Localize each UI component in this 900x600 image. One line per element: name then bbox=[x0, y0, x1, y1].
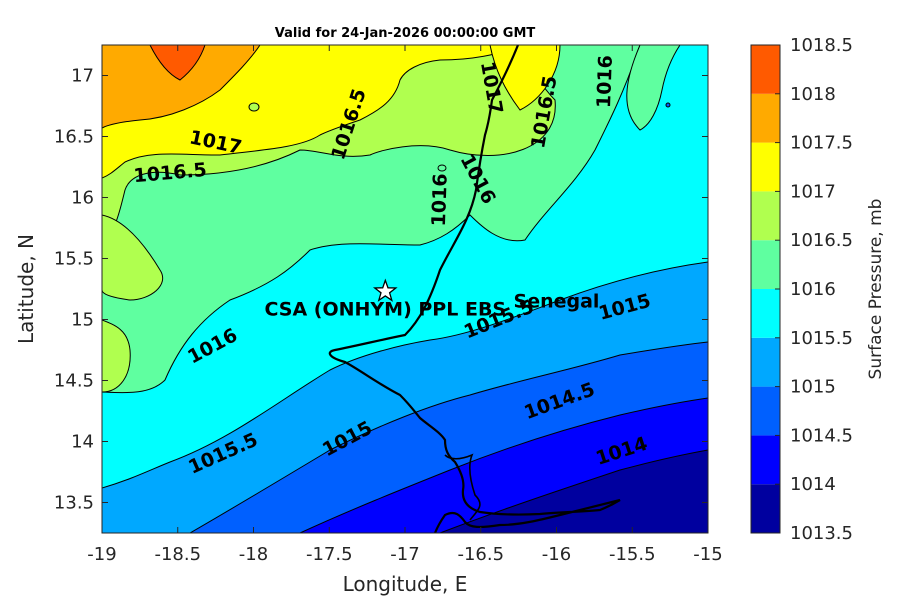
colorbar-tick-label: 1015 bbox=[790, 377, 836, 398]
x-tick-label: -16.5 bbox=[457, 544, 504, 565]
colorbar-tick-label: 1017 bbox=[790, 181, 836, 202]
x-tick-label: -18.5 bbox=[154, 544, 201, 565]
contour-band-1016-5-south bbox=[102, 319, 131, 393]
colorbar-swatch bbox=[751, 435, 780, 485]
x-tick-label: -16 bbox=[542, 544, 571, 565]
colorbar-swatch bbox=[751, 386, 780, 436]
contour-band-1017-5 bbox=[102, 45, 261, 129]
x-tick-label: -15.5 bbox=[609, 544, 656, 565]
colorbar-swatch bbox=[751, 45, 780, 94]
x-tick-label: -17 bbox=[390, 544, 419, 565]
colorbar-tick-label: 1016 bbox=[790, 279, 836, 300]
small-contour-ring bbox=[665, 102, 671, 108]
colorbar-label: Surface Pressure, mb bbox=[866, 199, 886, 380]
contour-band-1018 bbox=[149, 45, 206, 81]
country-label: Senegal bbox=[514, 290, 600, 312]
map-plot-area[interactable] bbox=[102, 45, 708, 533]
x-tick-label: -17.5 bbox=[306, 544, 353, 565]
colorbar-tick-label: 1017.5 bbox=[790, 133, 853, 154]
contour-label: 1016 bbox=[428, 173, 452, 227]
colorbar-swatch bbox=[751, 289, 780, 338]
y-tick-label: 13.5 bbox=[54, 493, 94, 514]
colorbar-frame bbox=[750, 44, 781, 534]
contour-band-1016-east bbox=[626, 45, 681, 131]
contour-band-1017-east bbox=[489, 45, 561, 111]
colorbar-swatch bbox=[751, 240, 780, 289]
colorbar-tick-label: 1016.5 bbox=[790, 230, 853, 251]
y-axis-ticks: 13.5 14 14.5 15 15.5 16 16.5 17 bbox=[54, 66, 708, 514]
colorbar-swatch bbox=[751, 191, 780, 241]
x-axis-ticks: -19 -18.5 -18 -17.5 -17 -16.5 -16 -15.5 -15 bbox=[87, 45, 723, 565]
colorbar-tick-label: 1014 bbox=[790, 474, 836, 495]
small-contour-ring bbox=[437, 164, 447, 172]
colorbar-tick-label: 1014.5 bbox=[790, 425, 853, 446]
contour-band-1016-5-west bbox=[102, 214, 163, 301]
site-star-icon[interactable] bbox=[372, 278, 398, 302]
colorbar-tick-label: 1018.5 bbox=[790, 35, 853, 56]
colorbar-tick-label: 1013.5 bbox=[790, 523, 853, 544]
colorbar-tick-label: 1015.5 bbox=[790, 328, 853, 349]
colorbar-swatch bbox=[751, 142, 780, 192]
x-tick-label: -18 bbox=[239, 544, 268, 565]
colorbar: 1013.5 1014 1014.5 1015 1015.5 1016 1016.5 1017… bbox=[751, 35, 853, 544]
colorbar-swatch bbox=[751, 93, 780, 143]
y-tick-label: 16 bbox=[71, 188, 94, 209]
x-axis-label: Longitude, E bbox=[343, 572, 468, 596]
y-tick-label: 14 bbox=[71, 432, 94, 453]
y-tick-label: 15.5 bbox=[54, 249, 94, 270]
map-title: Valid for 24-Jan-2026 00:00:00 GMT bbox=[275, 26, 536, 41]
colorbar-tick-label: 1018 bbox=[790, 84, 836, 105]
y-tick-label: 16.5 bbox=[54, 127, 94, 148]
x-tick-label: -15 bbox=[693, 544, 722, 565]
x-tick-label: -19 bbox=[87, 544, 116, 565]
small-contour-ring bbox=[248, 102, 260, 112]
y-tick-label: 15 bbox=[71, 310, 94, 331]
colorbar-swatch bbox=[751, 337, 780, 387]
coastline bbox=[328, 45, 621, 533]
place-labels: CSA (ONHYM) PPL EBS Senegal bbox=[264, 278, 600, 320]
site-label: CSA (ONHYM) PPL EBS bbox=[264, 298, 506, 320]
y-axis-label: Latitude, N bbox=[14, 234, 38, 344]
y-tick-label: 17 bbox=[71, 66, 94, 87]
inland-border bbox=[444, 453, 481, 521]
y-tick-label: 14.5 bbox=[54, 371, 94, 392]
colorbar-swatch bbox=[751, 484, 780, 533]
contour-label: 1016 bbox=[593, 55, 617, 109]
